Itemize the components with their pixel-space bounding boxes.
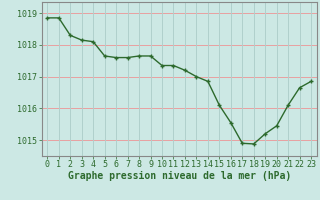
X-axis label: Graphe pression niveau de la mer (hPa): Graphe pression niveau de la mer (hPa) — [68, 171, 291, 181]
